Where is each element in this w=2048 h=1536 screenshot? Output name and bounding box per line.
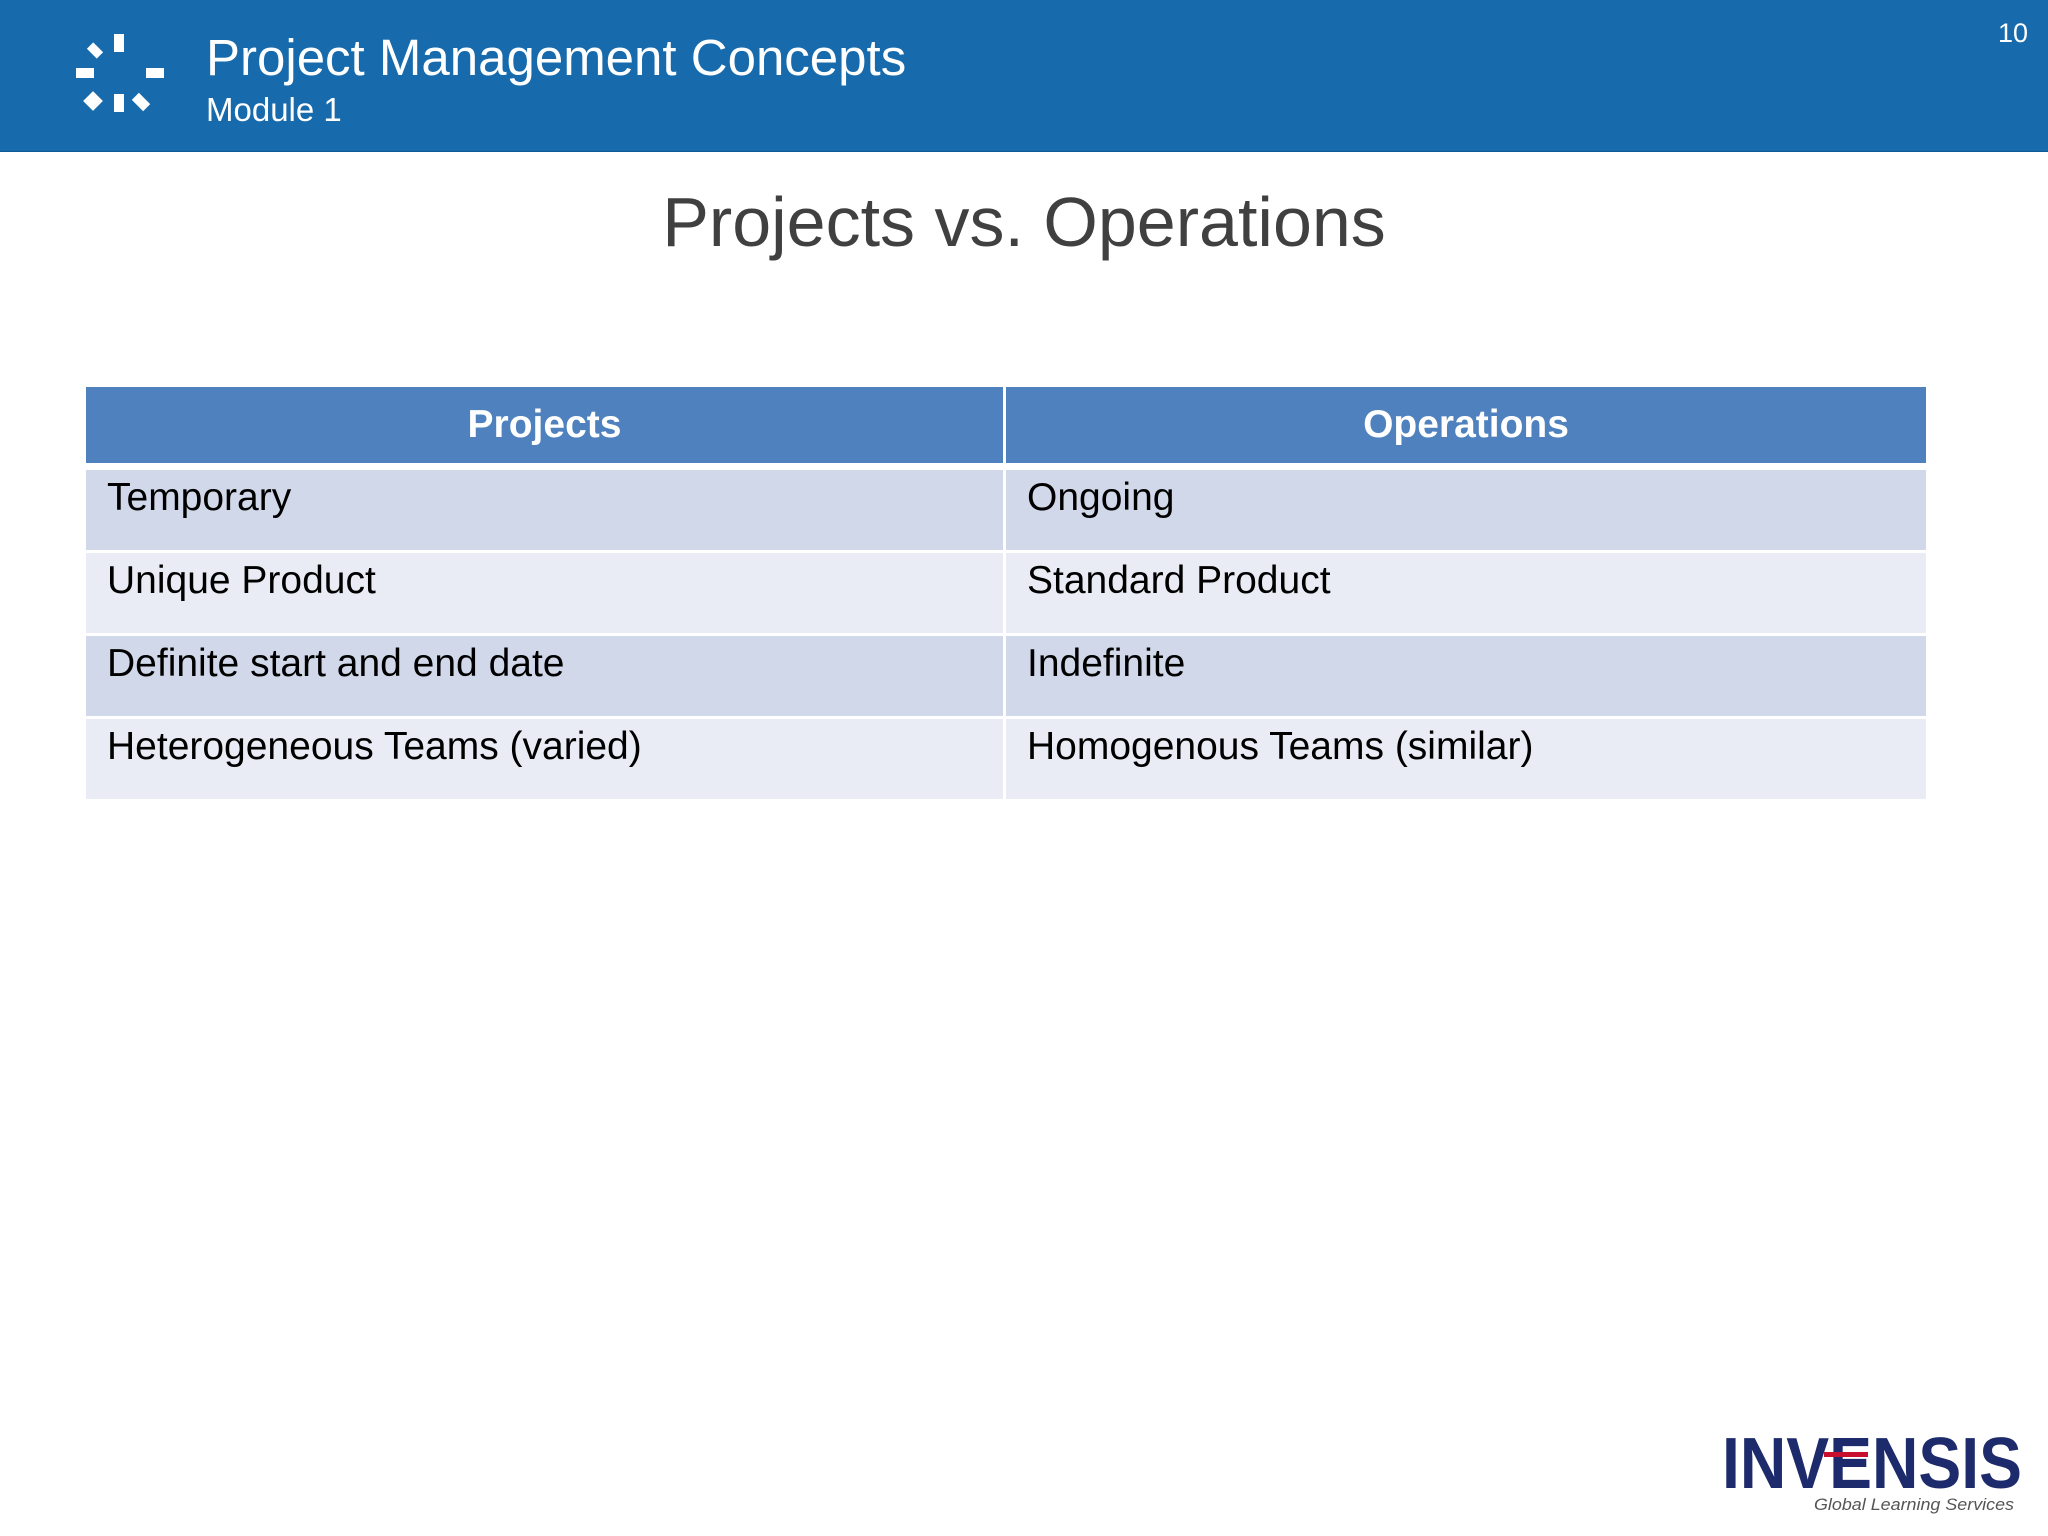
page-number: 10 [1997,18,2028,48]
table-cell-operations: Homogenous Teams (similar) [1006,719,1926,802]
table-cell-operations: Indefinite [1006,636,1926,719]
table-cell-projects: Definite start and end date [86,636,1006,719]
header-bar: Project Management Concepts Module 1 10 [0,0,2048,152]
table-cell-projects: Temporary [86,470,1006,553]
module-subtitle: Module 1 [206,91,342,128]
sunburst-icon [76,34,164,112]
column-header-operations: Operations [1006,387,1926,470]
slide-title: Projects vs. Operations [662,183,1386,261]
table-row: Unique Product Standard Product [86,553,1926,636]
table-cell-projects: Unique Product [86,553,1006,636]
svg-text:Global Learning Services: Global Learning Services [1814,1495,2015,1514]
comparison-table: Projects Operations Temporary Ongoing Un… [86,387,1926,802]
table-cell-operations: Ongoing [1006,470,1926,553]
table-cell-projects: Heterogeneous Teams (varied) [86,719,1006,802]
svg-text:INVENSIS: INVENSIS [1722,1426,2022,1504]
table-row: Definite start and end date Indefinite [86,636,1926,719]
table-row: Temporary Ongoing [86,470,1926,553]
invensis-logo: INVENSIS Global Learning Services [1722,1426,2022,1514]
column-header-projects: Projects [86,387,1006,470]
table-header-row: Projects Operations [86,387,1926,470]
table-cell-operations: Standard Product [1006,553,1926,636]
table-row: Heterogeneous Teams (varied) Homogenous … [86,719,1926,802]
module-title: Project Management Concepts [206,29,907,86]
